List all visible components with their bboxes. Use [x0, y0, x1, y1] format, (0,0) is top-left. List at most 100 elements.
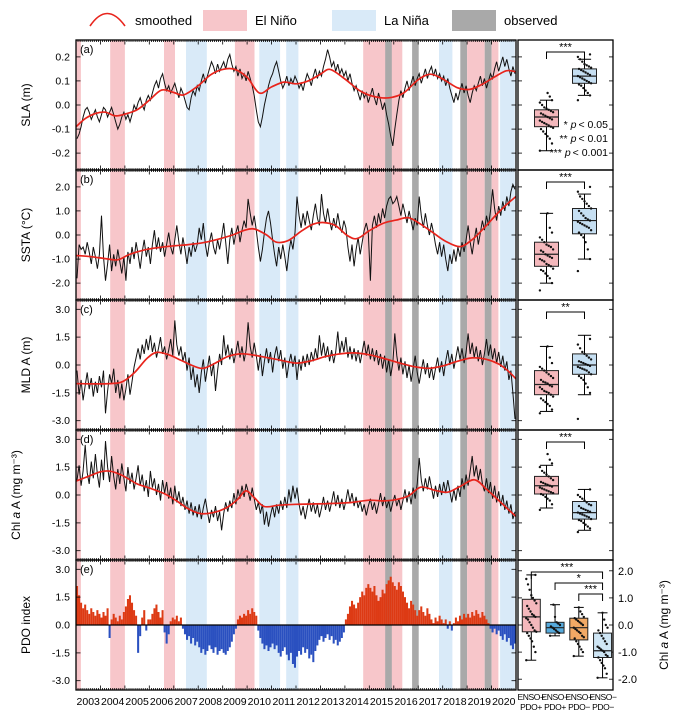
right-tick-label: 0.0 — [618, 620, 633, 632]
right-tick-label: 2.0 — [618, 566, 633, 578]
la_nina-band — [259, 170, 281, 300]
panel-letter: (a) — [80, 44, 93, 56]
right-axis: 2.0 1.0 0.0 -1.0 -2.0 Chl a A (mg m⁻³) — [618, 566, 671, 686]
x-tick-label: 2012 — [297, 696, 321, 708]
el_nino-band — [467, 40, 485, 170]
sig-legend-row: *** p < 0.001 — [518, 146, 612, 160]
observed-line — [76, 441, 516, 531]
observed-band — [460, 300, 468, 430]
y-tick-label: 2.0 — [55, 181, 70, 193]
sig-p: p — [570, 133, 577, 145]
sig-stars: ** — [561, 302, 570, 314]
data-dots — [572, 606, 585, 658]
x-tick-label: 2016 — [394, 696, 418, 708]
group-pdo-label: PDO+ — [544, 701, 566, 712]
time-panel-b: (b) 2.0 1.0 0.0 -1.0 -2.0 SSTA (°C) — [19, 169, 517, 301]
y-tick-label: 0.0 — [55, 230, 70, 242]
el_nino-band — [234, 170, 255, 300]
x-tick-label: 2011 — [272, 696, 295, 708]
y-axis-title: SSTA (°C) — [19, 208, 33, 263]
y-axis-title: MLD A (m) — [19, 337, 33, 394]
legend-item-el-nino: El Niño — [203, 8, 297, 32]
box-panel-a: *** — [517, 39, 614, 171]
group-pdo-label: PDO+ — [520, 701, 542, 712]
data-dots — [525, 573, 538, 662]
box-panel-e: ******* — [517, 559, 614, 691]
la_nina-band — [286, 170, 299, 300]
observed-band — [484, 300, 492, 430]
la_nina-band — [286, 40, 299, 170]
box-panel-frame — [517, 299, 614, 431]
la_nina-band — [259, 430, 281, 560]
sig-stars: *** — [559, 172, 573, 184]
group-enso-label: ENSO− — [541, 692, 569, 702]
y-tick-label: 1.5 — [55, 592, 70, 604]
box-group-label-2: ENSO− PDO+ — [538, 692, 572, 712]
el_nino-band — [363, 430, 403, 560]
sig-bracket — [578, 593, 604, 601]
sig-stars: *** — [559, 432, 573, 444]
boxplot-box_blue — [572, 185, 597, 273]
time-panel-a: (a) 0.2 0.1 0.0 -0.1 -0.2 SLA (m) — [19, 39, 517, 171]
time-panel-e: (e) 3.0 1.5 0.0 -1.5 -3.0 PDO index — [19, 559, 517, 691]
observed-band — [385, 40, 392, 170]
x-tick-label: 2018 — [443, 696, 467, 708]
boxplot-box_orange — [569, 606, 589, 658]
smoothed-line — [75, 67, 517, 128]
y-tick-label: -1.5 — [52, 647, 70, 659]
data-dots — [576, 53, 593, 102]
box-axis-ticks — [518, 438, 613, 552]
y-tick-label: 0.0 — [55, 100, 70, 112]
la_nina-band — [439, 430, 453, 560]
sig-bracket — [546, 51, 585, 59]
sig-threshold: < 0.01 — [578, 133, 609, 145]
y-tick-label: -3.0 — [52, 675, 70, 687]
panel-frame — [75, 559, 517, 691]
el_nino-band — [467, 430, 485, 560]
smoothed-line — [75, 351, 517, 385]
data-dots — [548, 603, 562, 637]
box-panel-b: *** — [517, 169, 614, 301]
panel-letter: (b) — [80, 174, 93, 186]
sig-stars: * — [577, 573, 582, 585]
el_nino-band — [491, 40, 499, 170]
box-axis-ticks — [518, 308, 613, 422]
data-dots — [576, 185, 593, 273]
el_nino-band — [363, 170, 403, 300]
la_nina-band — [439, 40, 453, 170]
panel-letter: (c) — [80, 304, 93, 316]
el_nino-band — [234, 40, 255, 170]
smoothed-line — [75, 195, 517, 261]
boxplot-box_blue — [572, 53, 597, 102]
legend-label-el-nino: El Niño — [255, 12, 297, 28]
observed-band — [460, 170, 468, 300]
legend-item-la-nina: La Niña — [332, 8, 429, 32]
boxplot-box_pink — [534, 345, 559, 415]
la_nina-band — [439, 170, 453, 300]
right-tick-label: -2.0 — [618, 674, 637, 686]
y-tick-label: 1.0 — [55, 205, 70, 217]
la_nina-band — [186, 40, 207, 170]
y-tick-label: -3.0 — [52, 545, 70, 557]
x-tick-label: 2009 — [223, 696, 247, 708]
sig-p: p — [570, 119, 577, 131]
la_nina-band — [500, 430, 515, 560]
observed-band — [412, 40, 419, 170]
observed-band — [385, 430, 392, 560]
sig-bracket — [546, 441, 585, 449]
y-tick-label: -0.2 — [52, 148, 70, 160]
x-tick-label: 2014 — [345, 696, 369, 708]
x-tick-label: 2008 — [199, 696, 223, 708]
x-tick-label: 2019 — [468, 696, 492, 708]
y-axis-title: SLA (m) — [19, 83, 33, 126]
group-pdo-label: PDO− — [592, 701, 614, 712]
group-enso-label: ENSO+ — [565, 692, 593, 702]
el_nino-band — [363, 40, 403, 170]
legend-label-la-nina: La Niña — [384, 12, 429, 28]
x-tick-label: 2005 — [125, 696, 149, 708]
x-axis-labels: 2003 2004 2005 2006 2007 2008 2009 2010 2011 2012… — [77, 696, 516, 708]
box — [569, 617, 589, 641]
y-tick-label: -1.5 — [52, 387, 70, 399]
